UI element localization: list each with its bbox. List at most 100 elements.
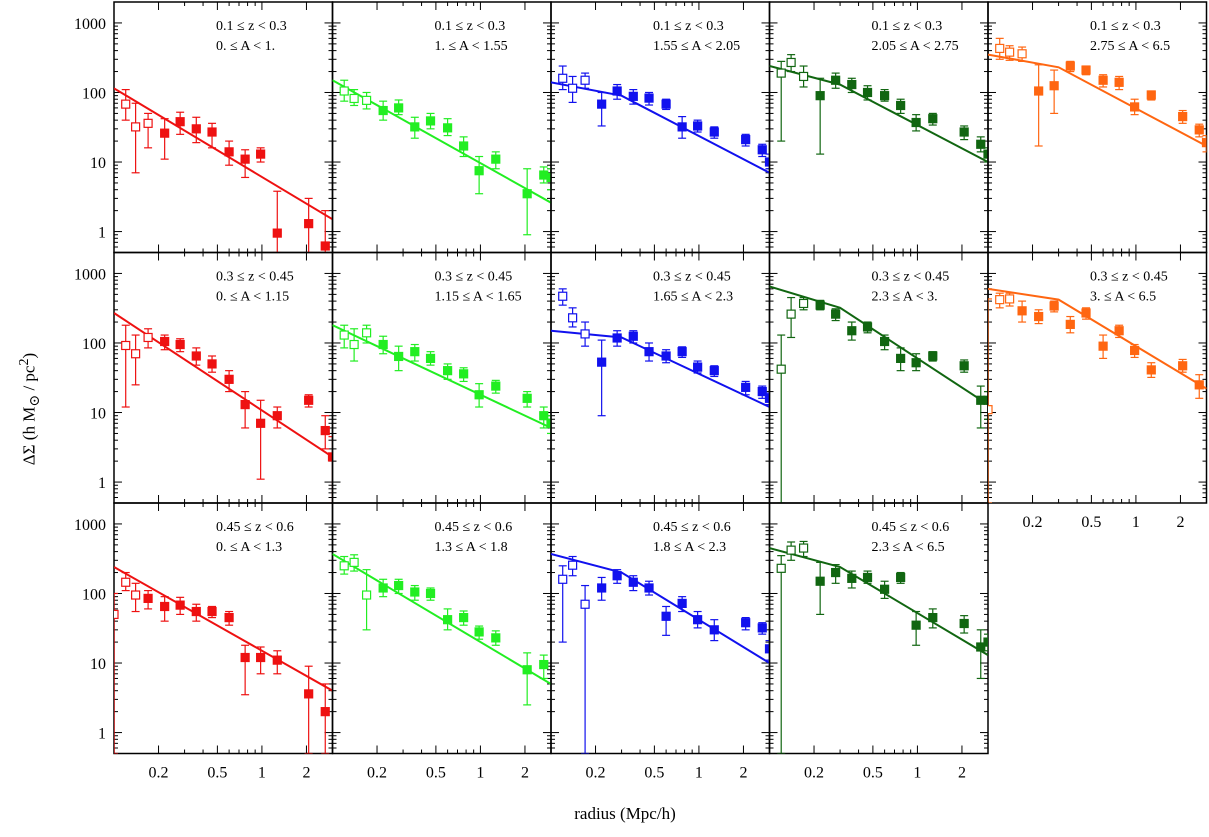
- data-point-filled: [272, 228, 282, 238]
- data-point-open: [1005, 294, 1015, 304]
- data-point-filled: [862, 572, 873, 583]
- data-point-filled: [880, 336, 890, 347]
- x-tick-label: 2: [302, 765, 310, 782]
- data-point-open: [1005, 47, 1015, 57]
- model-curve: [551, 329, 770, 408]
- data-point-filled: [443, 366, 453, 376]
- data-point-filled: [815, 576, 825, 586]
- data-point-filled: [474, 390, 484, 400]
- data-point-filled: [831, 309, 841, 319]
- panel-z-range-label: 0.1 ≤ z < 0.3: [872, 19, 943, 34]
- data-point-filled: [1065, 61, 1075, 71]
- data-point-filled: [256, 652, 266, 663]
- panel-plot-area: [551, 65, 770, 174]
- data-point-open: [776, 68, 786, 78]
- data-point-filled: [1034, 86, 1044, 96]
- data-point-filled: [207, 606, 217, 617]
- data-point-filled: [459, 141, 469, 151]
- data-point-filled: [983, 149, 988, 159]
- data-point-filled: [976, 139, 986, 149]
- data-point-filled: [320, 425, 330, 436]
- panel-1-1: 0.3 ≤ z < 0.45 1.15 ≤ A < 1.65: [331, 251, 552, 504]
- data-point-open: [995, 295, 1005, 305]
- x-tick-label: 1: [1132, 514, 1140, 531]
- panel-a-range-label: 0. ≤ A < 1.15: [216, 290, 289, 305]
- data-point-filled: [1081, 65, 1091, 75]
- panel-plot-area: [332, 79, 551, 236]
- data-point-filled: [677, 122, 687, 132]
- data-point-open: [798, 298, 809, 309]
- data-point-filled: [522, 393, 532, 403]
- data-point-filled: [1178, 361, 1188, 371]
- panel-z-range-label: 0.45 ≤ z < 0.6: [435, 520, 513, 535]
- data-point-filled: [1049, 81, 1059, 91]
- data-point-open: [131, 349, 141, 359]
- panel-plot-area: [769, 54, 988, 163]
- data-point-filled: [597, 357, 607, 367]
- data-point-filled: [757, 145, 767, 155]
- data-point-filled: [522, 189, 532, 199]
- panel-plot-area: [114, 312, 333, 503]
- data-point-filled: [597, 583, 607, 593]
- model-curve: [114, 566, 333, 692]
- data-point-filled: [693, 362, 703, 372]
- data-point-open: [558, 73, 568, 83]
- data-point-filled: [831, 567, 841, 578]
- panel-z-range-label: 0.45 ≤ z < 0.6: [653, 520, 731, 535]
- data-point-filled: [378, 105, 388, 116]
- data-point-filled: [378, 339, 388, 350]
- data-point-open: [361, 328, 372, 338]
- data-point-filled: [677, 347, 687, 357]
- data-point-filled: [1194, 380, 1204, 390]
- data-point-filled: [272, 655, 282, 665]
- panel-z-range-label: 0.3 ≤ z < 0.45: [872, 270, 950, 285]
- x-tick-label: 1: [695, 765, 703, 782]
- data-point-filled: [831, 75, 841, 85]
- data-point-open: [798, 543, 809, 553]
- data-point-filled: [709, 127, 719, 137]
- panel-a-range-label: 2.3 ≤ A < 3.: [872, 290, 938, 305]
- x-tick-label: 0.5: [863, 765, 883, 782]
- panel-a-range-label: 2.3 ≤ A < 6.5: [872, 540, 945, 555]
- x-tick-label: 0.2: [586, 765, 606, 782]
- data-point-open: [580, 329, 590, 339]
- data-point-filled: [240, 154, 250, 164]
- panel-a-range-label: 0. ≤ A < 1.: [216, 39, 275, 54]
- data-point-filled: [1201, 138, 1207, 148]
- data-point-filled: [628, 331, 638, 341]
- data-point-filled: [320, 241, 330, 251]
- data-point-open: [580, 599, 590, 609]
- panel-2-3: 0.45 ≤ z < 0.6 2.3 ≤ A < 6.5: [768, 502, 989, 755]
- data-point-filled: [928, 612, 938, 623]
- panel-a-range-label: 2.05 ≤ A < 2.75: [872, 39, 959, 54]
- data-point-filled: [983, 395, 988, 405]
- data-point-filled: [474, 627, 484, 637]
- x-tick-label: 0.5: [1081, 514, 1101, 531]
- panel-2-0: 1 10 100 1000 0.45 ≤ z < 0.6 0. ≤ A < 1.3: [74, 502, 334, 755]
- panel-z-range-label: 0.3 ≤ z < 0.45: [653, 270, 731, 285]
- y-tick-label: 10: [90, 155, 106, 172]
- data-point-open: [798, 71, 809, 82]
- data-point-filled: [1146, 365, 1156, 375]
- data-point-filled: [1194, 125, 1204, 135]
- data-point-filled: [491, 633, 501, 643]
- data-point-open: [988, 405, 993, 415]
- data-point-filled: [815, 91, 825, 101]
- y-tick-label: 100: [82, 586, 106, 603]
- data-point-filled: [425, 353, 436, 364]
- data-point-filled: [474, 166, 484, 176]
- data-point-filled: [1146, 90, 1156, 100]
- model-curve: [769, 547, 988, 656]
- model-curve: [988, 53, 1207, 147]
- x-tick-label: 0.2: [367, 765, 387, 782]
- data-point-open: [143, 118, 153, 128]
- data-point-filled: [1017, 306, 1027, 316]
- data-point-filled: [628, 91, 638, 101]
- data-point-filled: [1114, 77, 1124, 87]
- panel-1-2: 0.3 ≤ z < 0.45 1.65 ≤ A < 2.3: [550, 251, 771, 504]
- data-point-filled: [546, 172, 551, 183]
- x-tick-label: 2: [1176, 514, 1184, 531]
- x-tick-label: 1: [258, 765, 266, 782]
- panel-a-range-label: 1.65 ≤ A < 2.3: [653, 290, 733, 305]
